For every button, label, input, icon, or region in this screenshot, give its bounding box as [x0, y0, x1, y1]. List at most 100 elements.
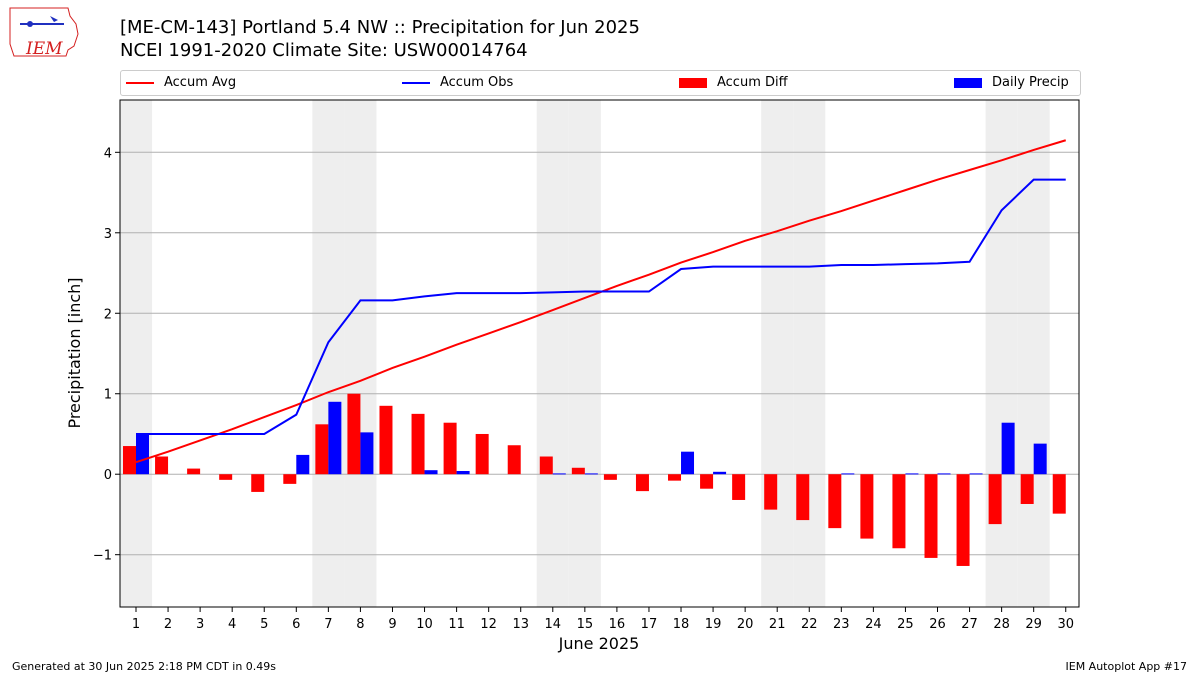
legend-label-accum-diff: Accum Diff [717, 75, 788, 90]
legend-item-accum-diff: Accum Diff [679, 75, 788, 91]
daily-precip-bar-day-23 [841, 473, 855, 475]
weekend-shade-day-15 [568, 100, 601, 607]
x-tick-label: 13 [512, 617, 529, 632]
x-tick-label: 28 [993, 617, 1010, 632]
footer-generated: Generated at 30 Jun 2025 2:18 PM CDT in … [12, 660, 277, 673]
x-tick-label: 9 [388, 617, 396, 632]
accum-diff-bar-day-2 [155, 456, 169, 475]
legend-item-accum-obs: Accum Obs [402, 75, 513, 91]
y-tick-label: 4 [104, 146, 112, 161]
accum-diff-bar-day-12 [475, 433, 489, 475]
daily-precip-bar-day-26 [937, 473, 951, 475]
legend-swatch-accum-diff [679, 77, 707, 88]
legend: Accum Avg Accum Obs Accum Diff Daily Pre… [120, 70, 1081, 96]
x-tick-label: 6 [292, 617, 300, 632]
daily-precip-bar-day-25 [905, 473, 919, 475]
accum-diff-bar-day-6 [283, 474, 297, 484]
weekend-shade-day-29 [1017, 100, 1050, 607]
x-tick-label: 24 [865, 617, 882, 632]
accum-diff-bar-day-13 [507, 445, 521, 475]
accum-diff-bar-day-24 [860, 474, 874, 539]
x-tick-label: 21 [769, 617, 786, 632]
bars [123, 393, 1066, 566]
weekend-shade-day-8 [344, 100, 377, 607]
x-tick-label: 26 [929, 617, 946, 632]
x-axis-label: June 2025 [558, 634, 640, 653]
x-tick-label: 16 [609, 617, 626, 632]
chart-subtitle: NCEI 1991-2020 Climate Site: USW00014764 [120, 40, 528, 61]
accum-diff-bar-day-30 [1052, 474, 1066, 514]
gridlines [120, 151, 1079, 556]
accum-diff-bar-day-17 [635, 474, 649, 492]
accum-diff-bar-day-29 [1020, 474, 1034, 504]
legend-swatch-accum-avg [126, 81, 154, 84]
lines [135, 139, 1067, 464]
daily-precip-bar-day-7 [328, 401, 342, 475]
x-tick-label: 12 [480, 617, 497, 632]
accum-diff-bar-day-5 [251, 474, 265, 492]
x-tick-label: 25 [897, 617, 914, 632]
legend-item-daily-precip: Daily Precip [954, 75, 1069, 91]
accum-diff-bar-day-4 [219, 474, 233, 480]
daily-precip-bar-day-11 [456, 470, 470, 475]
legend-swatch-accum-obs [402, 81, 430, 84]
daily-precip-bar-day-1 [136, 433, 149, 475]
accum-diff-bar-day-27 [956, 474, 970, 566]
iem-logo: IEM [6, 4, 82, 60]
y-tick-label: 0 [104, 468, 112, 483]
x-tick-label: 7 [324, 617, 332, 632]
weekend-shade-day-22 [793, 100, 826, 607]
accum-diff-bar-day-16 [603, 474, 617, 480]
x-tick-label: 4 [228, 617, 236, 632]
accum-diff-bar-day-8 [347, 393, 361, 475]
accum-diff-bar-day-26 [924, 474, 938, 558]
accum-diff-bar-day-23 [828, 474, 842, 529]
legend-item-accum-avg: Accum Avg [126, 75, 236, 91]
accum-diff-bar-day-11 [443, 422, 457, 475]
x-tick-label: 2 [164, 617, 172, 632]
legend-label-accum-avg: Accum Avg [164, 75, 237, 90]
logo-text: IEM [26, 39, 63, 59]
x-tick-label: 29 [1025, 617, 1042, 632]
x-tick-label: 5 [260, 617, 268, 632]
x-tick-label: 17 [641, 617, 658, 632]
x-tick-label: 22 [801, 617, 818, 632]
accum-diff-bar-day-3 [187, 468, 201, 475]
accum-diff-bar-day-7 [315, 424, 329, 475]
chart-title: [ME-CM-143] Portland 5.4 NW :: Precipita… [120, 17, 640, 38]
accum-diff-bar-day-21 [764, 474, 778, 510]
weekend-shading [120, 100, 1050, 607]
x-tick-label: 23 [833, 617, 850, 632]
accum-diff-bar-day-28 [988, 474, 1002, 525]
daily-precip-bar-day-6 [296, 454, 310, 475]
x-tick-label: 11 [448, 617, 465, 632]
x-tick-label: 18 [673, 617, 690, 632]
legend-swatch-daily-precip [954, 77, 982, 88]
weekend-shade-day-28 [985, 100, 1018, 607]
y-axis-label: Precipitation [inch] [65, 277, 84, 428]
daily-precip-bar-day-28 [1001, 422, 1015, 475]
iowa-map-icon [9, 7, 79, 57]
y-tick-label: 1 [104, 388, 112, 403]
x-tick-label: 27 [961, 617, 978, 632]
legend-label-accum-obs: Accum Obs [440, 75, 514, 90]
x-tick-label: 8 [356, 617, 364, 632]
accum-diff-bar-day-18 [668, 474, 682, 481]
plot-frame [119, 99, 1080, 608]
daily-precip-bar-day-15 [584, 473, 598, 475]
daily-precip-bar-day-29 [1033, 443, 1047, 475]
accum-diff-bar-day-19 [700, 474, 714, 489]
accum-obs-line [136, 178, 1066, 435]
legend-label-daily-precip: Daily Precip [992, 75, 1069, 90]
x-tick-label: 3 [196, 617, 204, 632]
accum-diff-bar-day-20 [732, 474, 746, 500]
x-tick-label: 20 [737, 617, 754, 632]
x-tick-label: 14 [545, 617, 562, 632]
x-tick-label: 10 [416, 617, 433, 632]
weekend-shade-day-1 [120, 100, 153, 607]
x-tick-label: 30 [1057, 617, 1074, 632]
accum-diff-bar-day-25 [892, 474, 906, 549]
accum-diff-bar-day-10 [411, 413, 425, 475]
